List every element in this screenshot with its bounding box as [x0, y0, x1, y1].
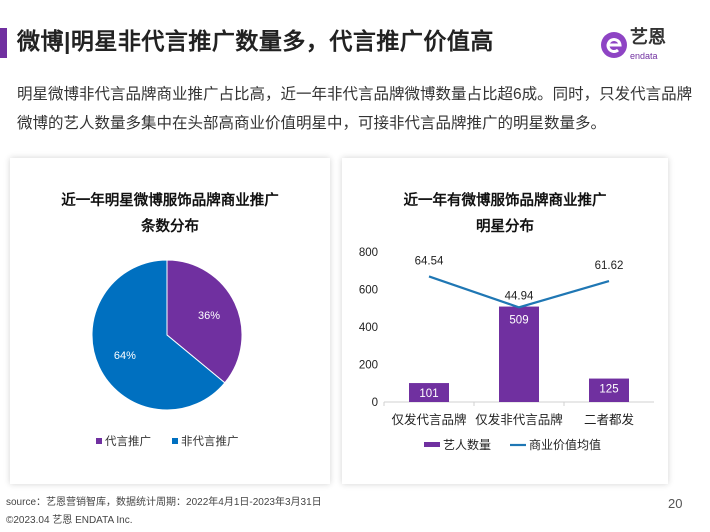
pie-chart-card: 近一年明星微博服饰品牌商业推广 条数分布 36% 代言推广 64% 非代言推广: [10, 158, 330, 484]
title-accent-bar: [0, 28, 7, 58]
line-series: [428, 275, 610, 309]
pie-chart-title-line2: 条数分布: [141, 219, 199, 235]
page-number: 20: [668, 496, 683, 511]
pie-chart-title-line1: 近一年明星微博服饰品牌商业推广: [61, 193, 279, 209]
legend-label: 艺人数量: [443, 437, 491, 452]
pie-slice: [91, 259, 226, 411]
bar-value-label: 509: [509, 315, 528, 327]
legend-marker: [172, 438, 178, 444]
y-tick-label: 0: [372, 397, 378, 409]
description-text: 明星微博非代言品牌商业推广占比高，近一年非代言品牌微博数量占比超6成。同时，只发…: [17, 86, 693, 132]
pie-chart: 36% 代言推广 64% 非代言推广: [91, 259, 243, 448]
legend-marker: [96, 438, 102, 444]
x-tick-label: 仅发非代言品牌: [475, 412, 563, 427]
x-tick-label: 二者都发: [584, 412, 635, 427]
pie-slice-label: 36%: [198, 310, 220, 322]
endata-logo-icon: [601, 32, 627, 58]
bar-chart-title-line1: 近一年有微博服饰品牌商业推广: [403, 193, 607, 209]
pie-slice-label: 64%: [114, 350, 136, 362]
bar: [499, 306, 539, 402]
line-value-label: 64.54: [415, 255, 444, 267]
bar-value-label: 101: [419, 388, 438, 400]
y-tick-label: 200: [359, 360, 378, 372]
bar-chart-card: 近一年有微博服饰品牌商业推广 明星分布 0 200 400 600 800 101 仅发代言…: [342, 158, 668, 484]
x-tick-label: 仅发代言品牌: [391, 412, 466, 427]
y-tick-label: 800: [359, 247, 378, 259]
page-title: 微博|明星非代言推广数量多，代言推广价值高: [17, 28, 494, 54]
bar-value-label: 125: [599, 384, 618, 396]
pie-slice: [166, 259, 243, 384]
bar-line-chart: 0 200 400 600 800 101 仅发代言品牌 509 仅发非代言品牌 125 二者都发 6…: [359, 247, 654, 452]
legend-label: 非代言推广: [181, 434, 239, 448]
legend-label: 代言推广: [105, 434, 151, 448]
legend-marker-bar: [424, 442, 440, 447]
bar: [589, 378, 629, 402]
logo-text: 艺恩: [630, 27, 666, 47]
copyright: ©2023.04 艺恩 ENDATA Inc.: [6, 515, 133, 526]
source-note: source：艺恩营销智库，数据统计周期：2022年4月1日-2023年3月31…: [6, 497, 322, 508]
bar: [409, 383, 449, 402]
line-value-label: 44.94: [505, 290, 534, 302]
logo-subtext: endata: [630, 51, 658, 61]
y-tick-label: 400: [359, 322, 378, 334]
legend-label: 商业价值均值: [529, 437, 601, 452]
y-tick-label: 600: [359, 285, 378, 297]
line-value-label: 61.62: [595, 260, 624, 272]
bar-chart-title-line2: 明星分布: [476, 219, 534, 235]
